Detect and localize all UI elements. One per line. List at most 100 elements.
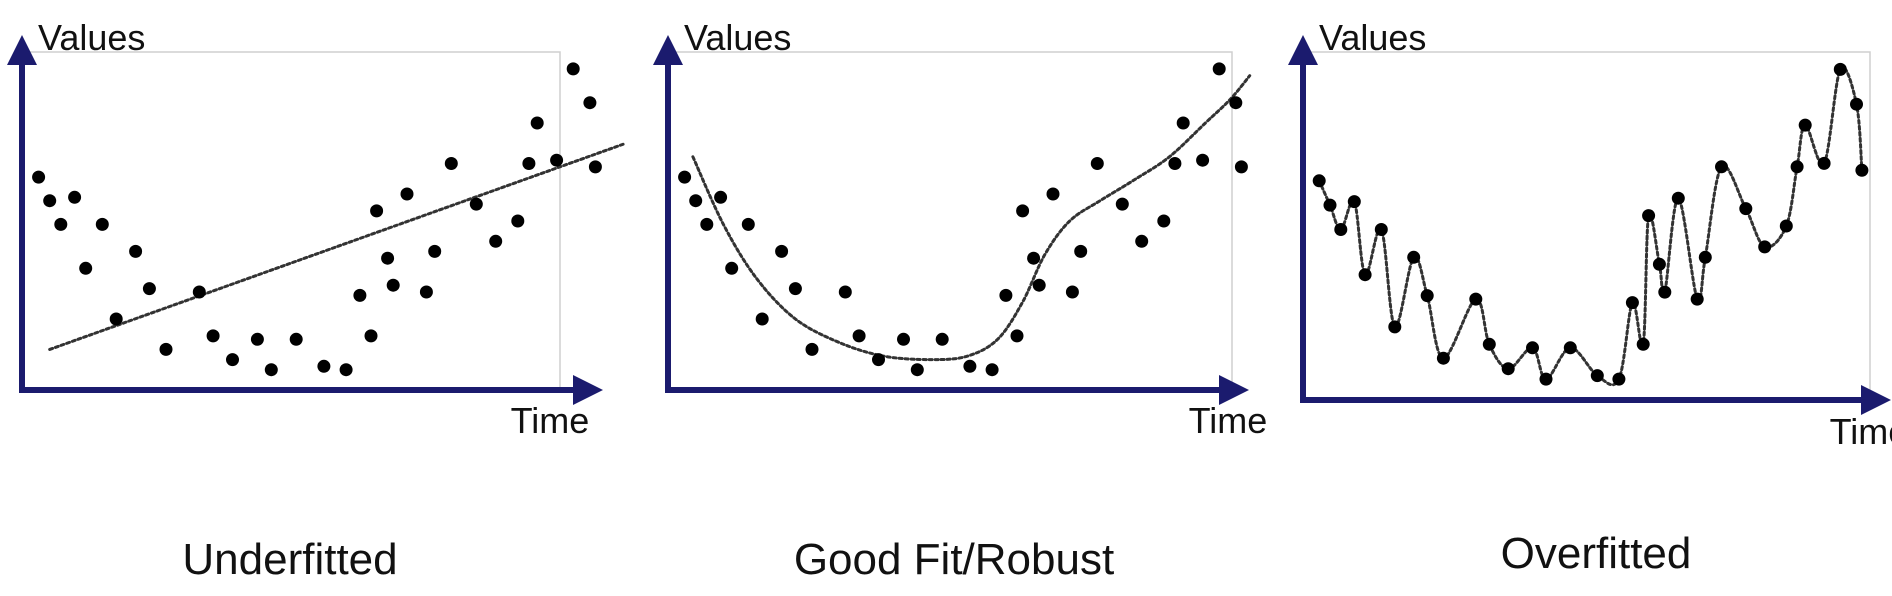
data-point — [428, 244, 442, 258]
chart-caption: Overfitted — [1501, 529, 1692, 578]
data-point — [1168, 157, 1182, 170]
data-point — [566, 62, 580, 76]
data-point — [1612, 372, 1626, 386]
data-point — [317, 359, 331, 373]
data-point — [289, 332, 303, 346]
good-fit-chart: Values Time Good Fit/Robust — [653, 17, 1268, 584]
data-point — [1374, 223, 1388, 236]
data-point — [1420, 289, 1434, 303]
data-point — [583, 96, 597, 110]
data-point — [1501, 362, 1515, 376]
data-point — [838, 285, 852, 299]
data-point — [192, 285, 206, 299]
data-point — [1229, 96, 1243, 110]
data-point — [206, 329, 220, 343]
data-point — [1817, 156, 1831, 170]
data-point — [1074, 244, 1088, 258]
data-point — [1563, 341, 1577, 355]
data-point — [1636, 337, 1650, 351]
data-point — [511, 214, 525, 228]
data-point — [1010, 329, 1024, 343]
plot-frame — [22, 51, 561, 390]
data-point — [353, 288, 367, 302]
x-axis-label: Time — [1189, 400, 1268, 441]
y-axis-label: Values — [38, 17, 145, 58]
data-point — [1469, 292, 1483, 306]
data-point — [79, 261, 93, 275]
data-point — [1539, 372, 1553, 386]
data-point — [364, 329, 378, 343]
data-point — [1698, 250, 1712, 264]
data-point — [714, 190, 728, 204]
plot-frame — [668, 51, 1233, 390]
data-point — [1850, 97, 1863, 111]
data-point — [1388, 320, 1402, 334]
fit-line — [691, 74, 1252, 362]
x-axis-label: Time — [511, 400, 590, 441]
data-point — [1779, 219, 1793, 233]
data-point — [129, 244, 143, 258]
data-point — [32, 170, 46, 184]
data-point — [419, 285, 433, 299]
data-point — [469, 197, 483, 211]
data-point — [1658, 285, 1672, 299]
data-point — [142, 282, 156, 296]
data-point — [1715, 160, 1728, 174]
data-point — [1526, 341, 1539, 355]
data-point — [339, 363, 353, 377]
data-point — [1798, 118, 1812, 132]
data-point — [370, 204, 384, 218]
data-point — [550, 153, 564, 167]
data-point — [1790, 160, 1804, 174]
data-point — [250, 332, 264, 346]
data-point — [1027, 251, 1041, 265]
data-point — [1065, 285, 1079, 299]
x-axis-label: Time — [1830, 411, 1892, 452]
data-point — [1234, 160, 1248, 174]
data-point — [700, 217, 714, 231]
data-point — [489, 234, 503, 248]
underfitted-chart: Values Time Underfitted — [7, 17, 628, 584]
data-point — [805, 342, 819, 356]
data-point — [1358, 268, 1372, 282]
fit-line — [48, 141, 628, 351]
data-point — [95, 217, 109, 231]
data-point — [1482, 337, 1496, 351]
data-point — [1347, 195, 1361, 209]
data-point — [1046, 187, 1060, 201]
data-point — [522, 157, 536, 170]
data-point — [755, 312, 769, 326]
data-point — [1671, 191, 1685, 205]
data-point — [775, 244, 789, 258]
data-point — [910, 363, 924, 377]
data-point — [1016, 204, 1030, 218]
data-point — [999, 288, 1013, 302]
data-point — [678, 170, 692, 184]
data-point — [588, 160, 602, 174]
data-point — [1436, 351, 1450, 365]
data-point — [1407, 250, 1421, 264]
data-point — [444, 157, 458, 170]
y-axis-label: Values — [1319, 17, 1426, 58]
data-point — [381, 251, 395, 265]
data-point — [963, 359, 977, 373]
data-point — [109, 312, 123, 326]
data-point — [1833, 62, 1847, 76]
data-point — [1690, 292, 1704, 306]
plot-frame — [1303, 51, 1871, 400]
data-point — [1196, 153, 1210, 167]
data-point — [725, 261, 739, 275]
overfitted-chart: Values Time Overfitted — [1288, 17, 1892, 578]
data-point — [264, 363, 278, 377]
data-point — [935, 332, 949, 346]
data-point — [68, 190, 82, 204]
data-point — [1625, 296, 1639, 310]
data-point — [689, 194, 703, 208]
data-point — [386, 278, 400, 292]
data-point — [1323, 198, 1337, 212]
data-point — [1212, 62, 1226, 76]
data-point — [985, 363, 999, 377]
data-point — [1642, 209, 1656, 223]
data-point — [1115, 197, 1129, 211]
data-point — [1090, 157, 1104, 170]
